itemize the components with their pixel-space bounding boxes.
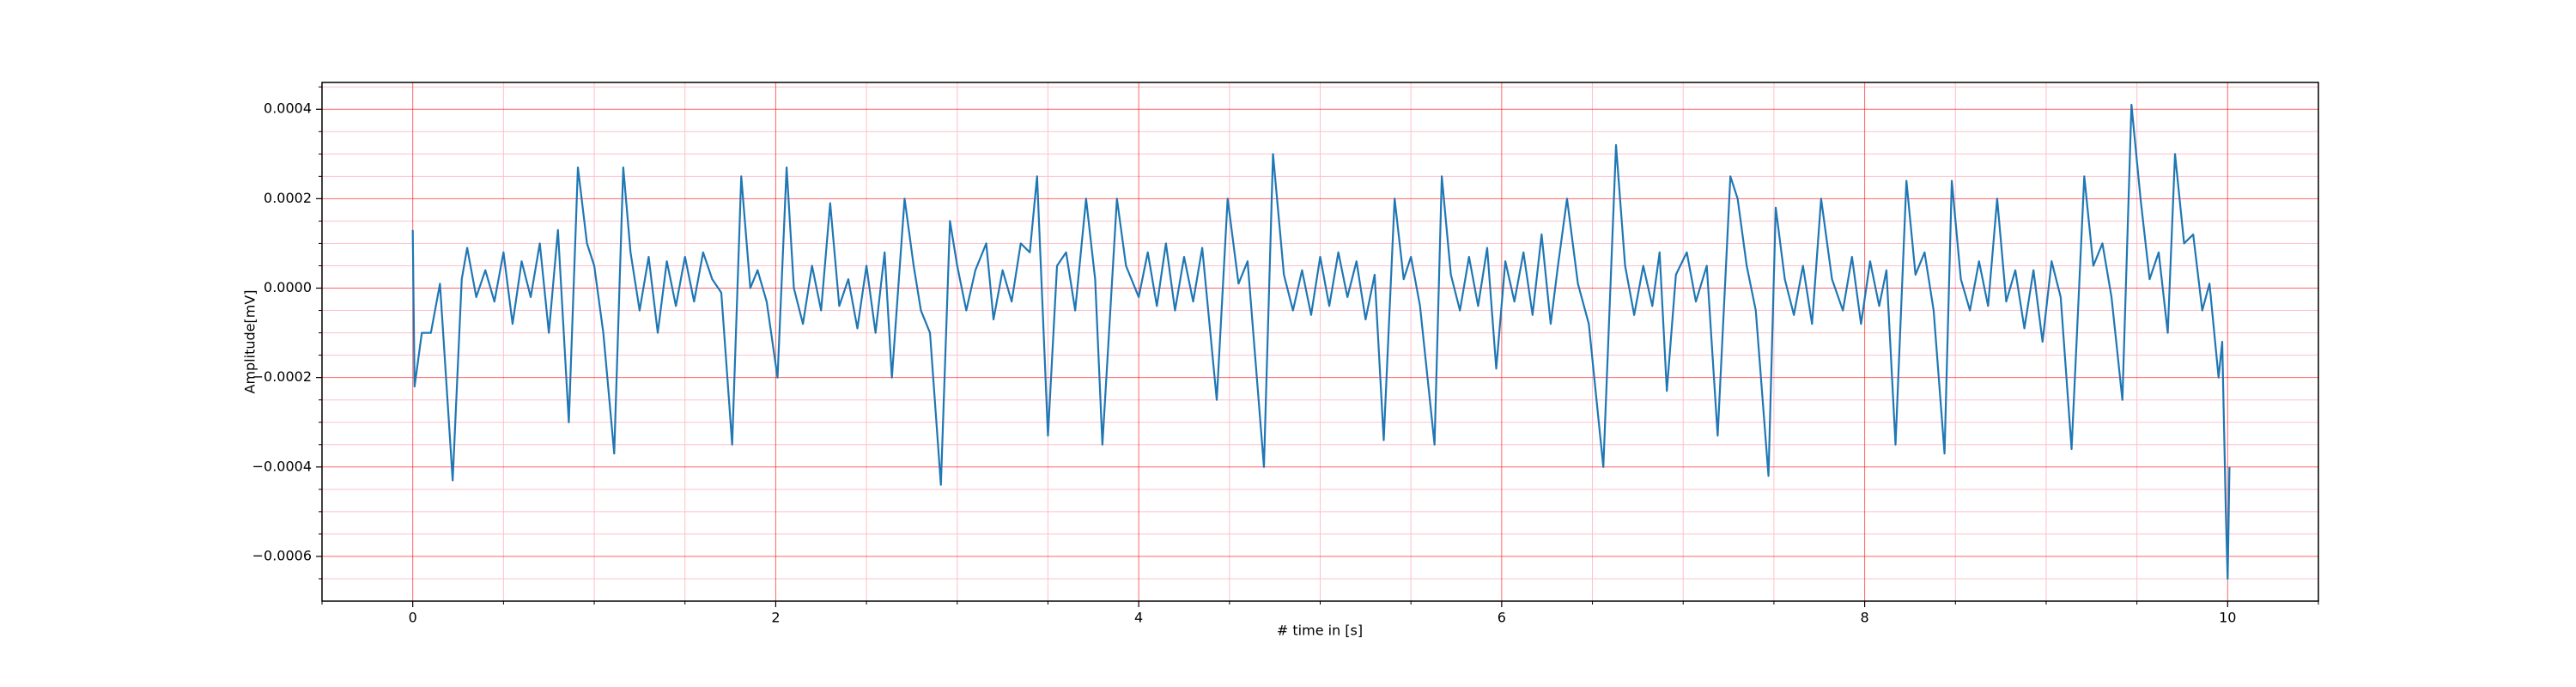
x-tick-label: 4	[1134, 610, 1143, 626]
y-tick-label: 0.0004	[264, 100, 312, 117]
x-tick-label: 6	[1498, 610, 1506, 626]
x-tick-label: 8	[1860, 610, 1868, 626]
plot-area	[411, 103, 2231, 581]
y-tick-label: −0.0006	[252, 547, 312, 563]
signal-line	[411, 103, 2231, 581]
x-tick-label: 0	[409, 610, 417, 626]
y-axis-label: Amplitude[mV]	[242, 289, 258, 393]
x-axis-label: # time in [s]	[1277, 623, 1363, 639]
y-tick-label: 0.0000	[264, 279, 312, 295]
y-tick-label: 0.0002	[264, 190, 312, 206]
y-tick-label: −0.0004	[252, 458, 312, 474]
x-tick-label: 2	[771, 610, 780, 626]
x-tick-label: 10	[2219, 610, 2236, 626]
y-tick-label: −0.0002	[252, 368, 312, 385]
grid	[321, 82, 2319, 601]
ticks: 0 2 4 6 8 10 −0.0006 −0.0004 −0.0002 0.0000 0.0002…	[252, 86, 2319, 626]
